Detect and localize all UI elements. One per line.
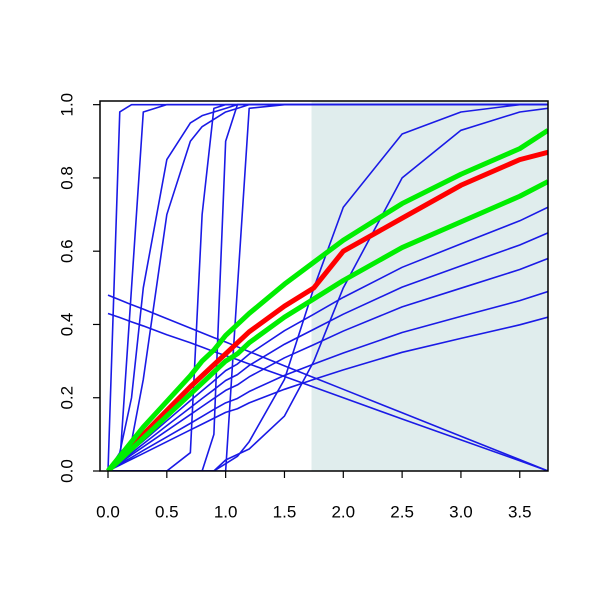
x-tick-label: 3.0 — [449, 502, 473, 521]
y-tick-label: 0.6 — [57, 239, 76, 263]
x-tick-label: 2.5 — [390, 502, 414, 521]
series-line — [108, 103, 548, 471]
y-tick-label: 0.4 — [57, 313, 76, 337]
x-tick-label: 0.5 — [155, 502, 179, 521]
series-line — [106, 128, 548, 471]
x-tick-label: 1.0 — [214, 502, 238, 521]
y-tick-label: 0.0 — [57, 459, 76, 483]
y-tick-label: 0.8 — [57, 166, 76, 190]
x-tick-label: 0.0 — [96, 502, 120, 521]
plot-frame — [99, 100, 549, 472]
series-line — [107, 290, 548, 471]
y-tick-label: 0.2 — [57, 386, 76, 410]
series-line — [106, 149, 548, 471]
x-tick-label: 3.5 — [508, 502, 532, 521]
y-tick-label: 1.0 — [57, 93, 76, 117]
x-tick-label: 2.0 — [331, 502, 355, 521]
series-line — [106, 179, 548, 471]
series-line — [108, 103, 548, 471]
x-tick-label: 1.5 — [273, 502, 297, 521]
plot-area — [106, 101, 548, 471]
series-line — [107, 316, 548, 471]
series-line — [107, 294, 548, 471]
series-line — [108, 107, 548, 471]
